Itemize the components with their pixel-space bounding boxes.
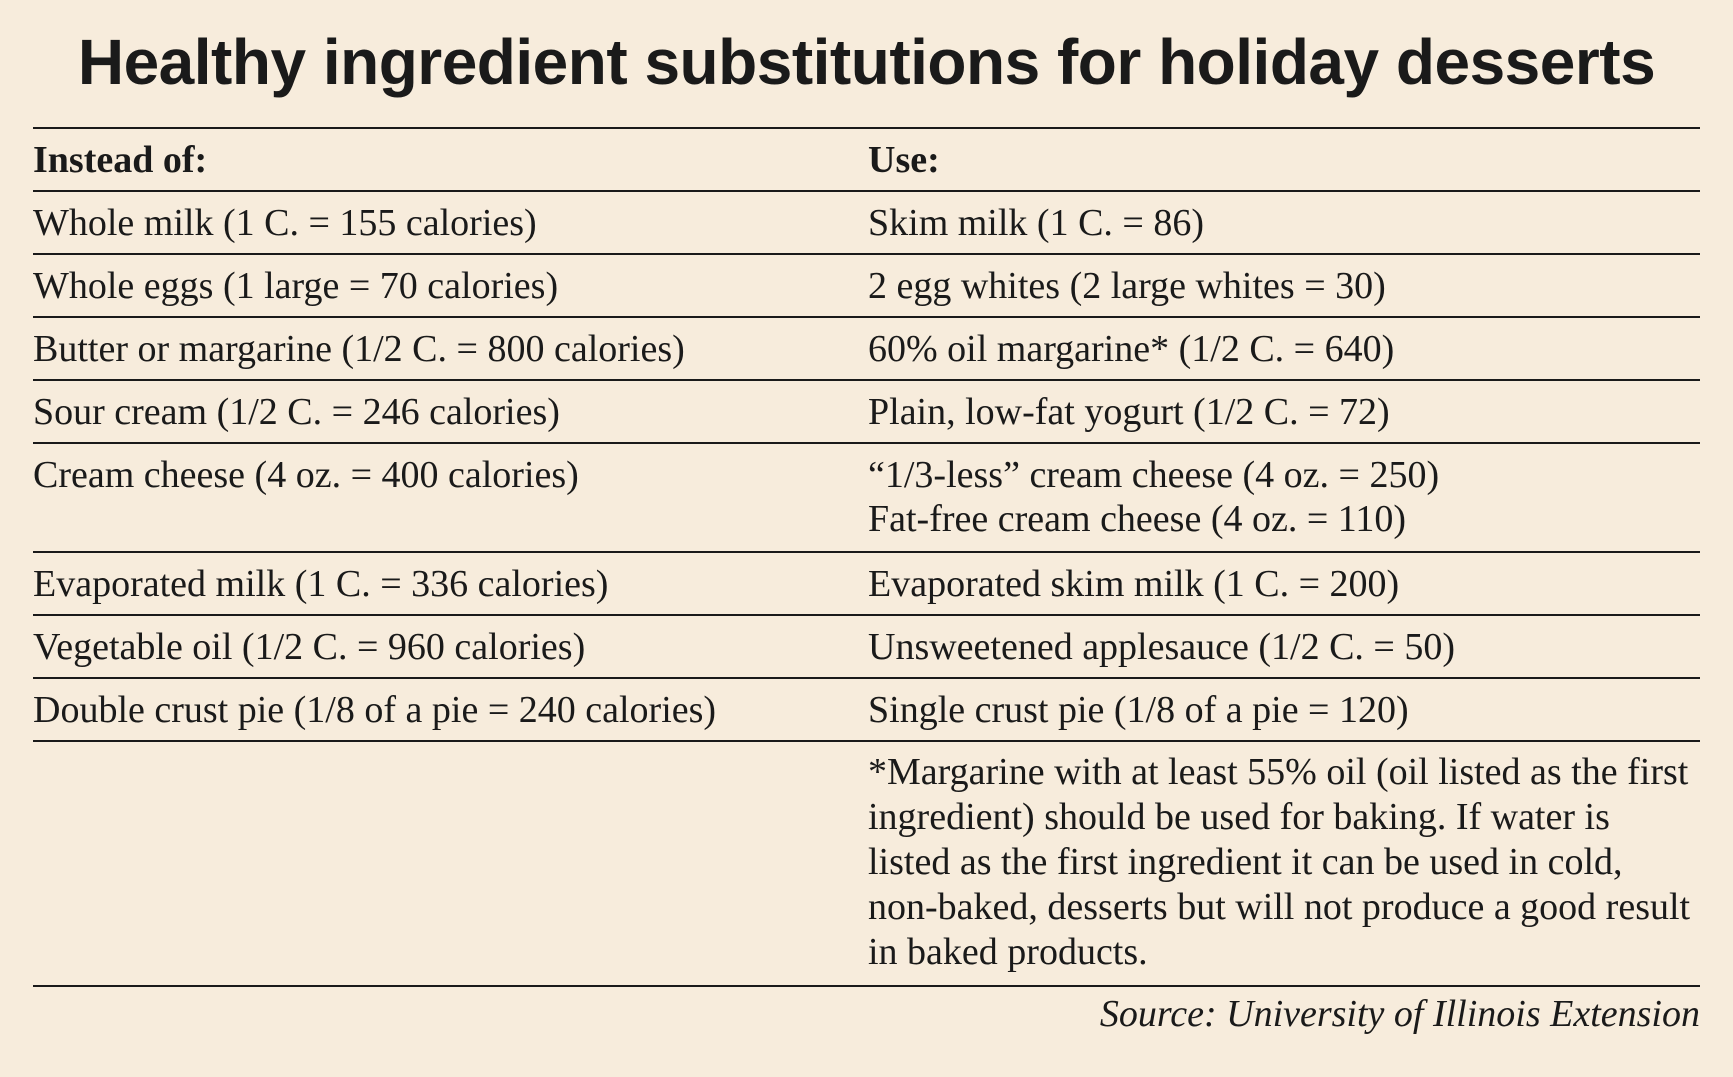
header-use: Use: — [868, 139, 940, 181]
table-row: Whole milk (1 C. = 155 calories) Skim mi… — [33, 192, 1700, 255]
table-row: Butter or margarine (1/2 C. = 800 calori… — [33, 318, 1700, 381]
page-title: Healthy ingredient substitutions for hol… — [77, 26, 1656, 98]
table-row: Sour cream (1/2 C. = 246 calories) Plain… — [33, 381, 1700, 444]
use-cell: “1/3-less” cream cheese (4 oz. = 250) Fa… — [868, 444, 1700, 551]
source-credit: Source: University of Illinois Extension — [1099, 993, 1700, 1035]
use-cell: 60% oil margarine* (1/2 C. = 640) — [868, 328, 1395, 370]
table-header-row: Instead of: Use: — [33, 129, 1700, 192]
table-row: Double crust pie (1/8 of a pie = 240 cal… — [33, 679, 1700, 742]
use-cell: Single crust pie (1/8 of a pie = 120) — [868, 689, 1409, 731]
use-cell: Skim milk (1 C. = 86) — [868, 202, 1205, 244]
use-option: Fat-free cream cheese (4 oz. = 110) — [868, 498, 1407, 540]
table-row: Cream cheese (4 oz. = 400 calories) “1/3… — [33, 444, 1700, 553]
substitutions-table: Instead of: Use: Whole milk (1 C. = 155 … — [33, 127, 1700, 987]
footnote-spacer — [33, 742, 868, 985]
use-cell: Plain, low-fat yogurt (1/2 C. = 72) — [868, 391, 1390, 433]
instead-cell: Whole milk (1 C. = 155 calories) — [33, 202, 537, 244]
table-row: Evaporated milk (1 C. = 336 calories) Ev… — [33, 553, 1700, 616]
footnote-row: *Margarine with at least 55% oil (oil li… — [33, 742, 1700, 987]
use-cell: 2 egg whites (2 large whites = 30) — [868, 265, 1386, 307]
instead-cell: Double crust pie (1/8 of a pie = 240 cal… — [33, 689, 717, 731]
instead-cell: Evaporated milk (1 C. = 336 calories) — [33, 563, 609, 605]
table-row: Vegetable oil (1/2 C. = 960 calories) Un… — [33, 616, 1700, 679]
instead-cell: Sour cream (1/2 C. = 246 calories) — [33, 391, 560, 433]
use-option: “1/3-less” cream cheese (4 oz. = 250) — [868, 454, 1440, 496]
header-instead-of: Instead of: — [33, 139, 208, 181]
table-row: Whole eggs (1 large = 70 calories) 2 egg… — [33, 255, 1700, 318]
footnote-text: *Margarine with at least 55% oil (oil li… — [868, 751, 1691, 973]
instead-cell: Butter or margarine (1/2 C. = 800 calori… — [33, 328, 685, 370]
use-cell: Evaporated skim milk (1 C. = 200) — [868, 563, 1400, 605]
instead-cell: Vegetable oil (1/2 C. = 960 calories) — [33, 626, 586, 668]
instead-cell: Whole eggs (1 large = 70 calories) — [33, 265, 559, 307]
use-cell: Unsweetened applesauce (1/2 C. = 50) — [868, 626, 1456, 668]
instead-cell: Cream cheese (4 oz. = 400 calories) — [33, 454, 579, 496]
